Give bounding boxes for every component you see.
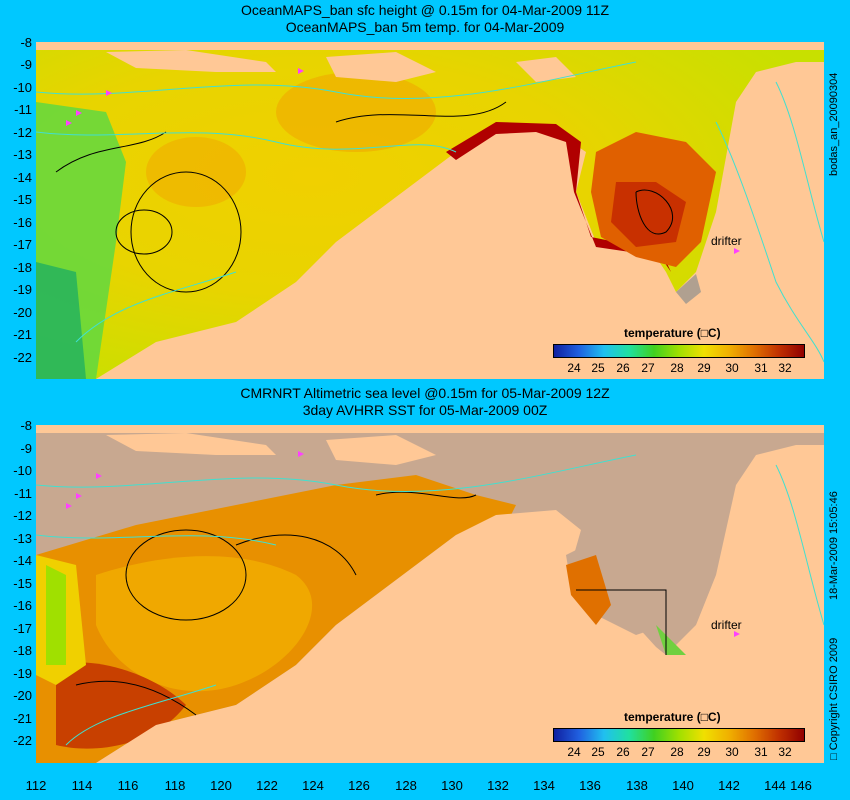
y-tick: -16 <box>13 215 32 230</box>
x-tick: 118 <box>164 778 186 793</box>
x-tick: 138 <box>626 778 648 793</box>
x-tick: 130 <box>441 778 463 793</box>
colorbar-tick: 25 <box>591 745 605 759</box>
y-tick: -18 <box>13 643 32 658</box>
bottom-drifter-label: drifter <box>711 618 742 632</box>
y-tick: -11 <box>14 486 32 501</box>
y-tick: -12 <box>13 508 32 523</box>
bottom-colorbar-title: temperature (□C) <box>624 710 721 724</box>
x-tick: 124 <box>302 778 324 793</box>
colorbar-tick: 31 <box>754 745 768 759</box>
colorbar-tick: 28 <box>670 361 684 375</box>
colorbar-tick: 30 <box>725 361 739 375</box>
y-tick: -16 <box>13 598 32 613</box>
y-tick: -10 <box>13 463 32 478</box>
x-tick: 126 <box>348 778 370 793</box>
y-tick: -14 <box>13 170 32 185</box>
y-tick: -13 <box>13 147 32 162</box>
y-tick: -15 <box>13 576 32 591</box>
y-tick: -15 <box>13 192 32 207</box>
y-tick: -13 <box>13 531 32 546</box>
y-tick: -21 <box>13 711 32 726</box>
colorbar-tick: 29 <box>697 361 711 375</box>
x-tick: 140 <box>672 778 694 793</box>
bottom-title-line2: 3day AVHRR SST for 05-Mar-2009 00Z <box>302 402 548 418</box>
x-tick: 136 <box>579 778 601 793</box>
x-tick: 146 <box>790 778 812 793</box>
x-tick: 112 <box>25 778 47 793</box>
top-colorbar <box>553 344 805 358</box>
y-tick: -18 <box>13 260 32 275</box>
y-tick: -20 <box>13 688 32 703</box>
y-tick: -17 <box>13 621 32 636</box>
y-tick: -8 <box>20 418 32 433</box>
bottom-side-label: 18-Mar-2009 15:05:46 <box>828 491 840 600</box>
y-tick: -17 <box>13 237 32 252</box>
top-colorbar-title: temperature (□C) <box>624 326 721 340</box>
top-title-line1: OceanMAPS_ban sfc height @ 0.15m for 04-… <box>240 2 610 18</box>
y-tick: -20 <box>13 305 32 320</box>
top-side-label: bodas_an_20090304 <box>828 72 840 176</box>
colorbar-tick: 26 <box>616 745 630 759</box>
y-tick: -11 <box>14 102 32 117</box>
bottom-title-line1: CMRNRT Altimetric sea level @0.15m for 0… <box>240 385 610 401</box>
y-tick: -12 <box>13 125 32 140</box>
y-tick: -9 <box>20 57 32 72</box>
y-tick: -14 <box>13 553 32 568</box>
colorbar-tick: 32 <box>778 745 792 759</box>
x-tick: 116 <box>117 778 139 793</box>
colorbar-tick: 29 <box>697 745 711 759</box>
colorbar-tick: 25 <box>591 361 605 375</box>
colorbar-tick: 26 <box>616 361 630 375</box>
colorbar-tick: 30 <box>725 745 739 759</box>
y-tick: -9 <box>20 441 32 456</box>
x-tick: 142 <box>718 778 740 793</box>
y-tick: -19 <box>13 666 32 681</box>
colorbar-tick: 24 <box>567 361 581 375</box>
x-tick: 132 <box>487 778 509 793</box>
colorbar-tick: 27 <box>641 745 655 759</box>
x-tick: 120 <box>210 778 232 793</box>
x-tick: 114 <box>71 778 93 793</box>
colorbar-tick: 28 <box>670 745 684 759</box>
x-tick: 122 <box>256 778 278 793</box>
top-drifter-label: drifter <box>711 234 742 248</box>
x-tick: 134 <box>533 778 555 793</box>
y-tick: -19 <box>13 282 32 297</box>
colorbar-tick: 32 <box>778 361 792 375</box>
copyright: □ Copyright CSIRO 2009 <box>828 637 840 760</box>
y-tick: -8 <box>20 35 32 50</box>
colorbar-tick: 24 <box>567 745 581 759</box>
x-tick: 144 <box>764 778 786 793</box>
colorbar-tick: 31 <box>754 361 768 375</box>
bottom-map <box>36 425 824 763</box>
x-tick: 128 <box>395 778 417 793</box>
bottom-colorbar <box>553 728 805 742</box>
y-tick: -22 <box>13 350 32 365</box>
top-title-line2: OceanMAPS_ban 5m temp. for 04-Mar-2009 <box>285 19 565 35</box>
y-tick: -22 <box>13 733 32 748</box>
y-tick: -10 <box>13 80 32 95</box>
colorbar-tick: 27 <box>641 361 655 375</box>
top-map <box>36 42 824 379</box>
y-tick: -21 <box>13 327 32 342</box>
